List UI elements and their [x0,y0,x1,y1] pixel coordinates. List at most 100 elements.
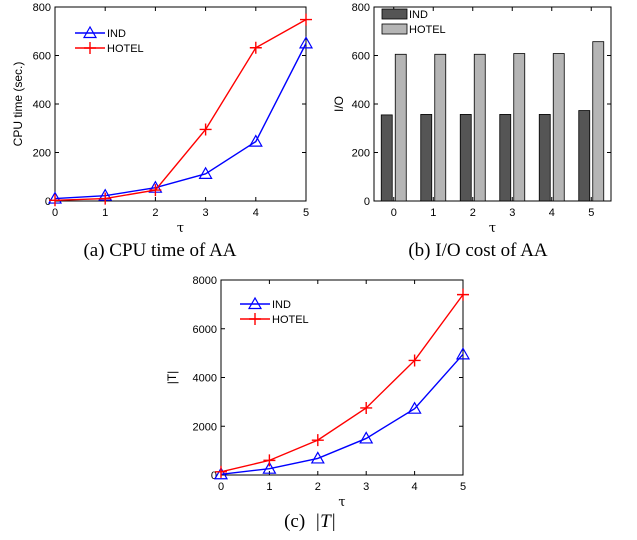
y-tick-label-a: 600 [33,51,51,63]
x-tick-label-b: 3 [509,207,515,219]
y-tick-label-b: 600 [352,51,370,63]
x-tick-label-a: 5 [303,207,309,219]
chart-io-cost: 0 200 400 600 800 I/O τ 0 1 2 3 4 5 IND HOTEL [332,2,612,236]
data-point-hotel-c [215,465,227,478]
y-tick-label-a: 0 [45,196,51,208]
x-tick-label-b: 5 [588,207,594,219]
y-tick-label-c: 6000 [193,324,217,336]
bar-hotel-b [552,53,565,202]
data-point-ind-c [455,347,471,360]
y-tick-label-b: 200 [352,148,370,160]
bar-ind-b [459,114,472,202]
plot-frame-b [373,6,612,202]
x-tick-label-b: 1 [430,207,436,219]
y-tick-label-c: 2000 [193,421,217,433]
bar-ind-b [420,114,433,202]
data-point-hotel-c [457,288,469,301]
caption-chart-b: (b) I/O cost of AA [408,240,548,261]
y-tick-label-a: 800 [33,2,51,14]
series-line-hotel-a [54,18,307,201]
bar-hotel-b [473,53,486,202]
data-point-hotel-c [263,454,276,467]
data-point-hotel-a [99,192,112,205]
legend-swatch-hotel-b [381,23,408,35]
y-tick-label-c: 8000 [193,275,217,287]
legend-marker-hotel-a [84,42,96,54]
x-tick-label-c: 3 [363,481,369,493]
data-point-ind-c [213,467,229,480]
y-tick-label-b: 0 [364,196,370,208]
data-point-hotel-c [311,434,324,447]
caption-chart-a: (a) CPU time of AA [83,240,236,261]
series-line-ind-c [220,353,464,475]
x-tick-label-b: 2 [470,207,476,219]
x-tick-label-a: 2 [152,207,158,219]
y-tick-label-a: 200 [33,148,51,160]
x-tick-label-c: 2 [315,481,321,493]
y-tick-label-c: 0 [211,470,217,482]
legend-label-hotel-b: HOTEL [409,24,446,36]
legend-swatch-ind-b [381,8,408,20]
bar-ind-b [538,114,551,202]
bar-hotel-b [592,41,605,202]
x-axis-label-a: τ [177,221,184,236]
x-axis-label-c: τ [338,495,345,510]
data-point-ind-c [310,451,325,464]
data-point-hotel-a [300,13,312,26]
bar-hotel-b [394,53,407,202]
plot-frame-a [54,6,307,202]
plot-frame-c [220,279,464,476]
bar-ind-b [578,110,591,202]
caption-chart-c-prefix: (c) [284,511,305,532]
legend-marker-ind-a [82,25,98,39]
data-point-hotel-a [249,41,262,54]
x-tick-label-c: 4 [412,481,418,493]
legend-marker-hotel-c [249,313,261,325]
chart-cpu-time: 0 200 400 600 800 CPU time (sec.) τ 0 1 2 3 4 5 IND HO… [11,2,314,236]
bar-hotel-b [434,53,447,202]
data-point-hotel-c [408,354,421,367]
chart-t-size: 0 2000 4000 6000 8000 |T| τ 0 1 2 3 4 5 IND HOTEL [165,275,471,510]
legend-label-hotel-c: HOTEL [272,314,309,326]
legend-label-ind-b: IND [409,9,428,21]
data-point-ind-c [359,431,374,444]
x-tick-label-b: 4 [549,207,555,219]
data-point-ind-a [198,166,213,179]
series-line-hotel-c [220,294,464,473]
x-tick-label-a: 3 [203,207,209,219]
y-axis-label-b: I/O [332,96,346,112]
x-tick-label-a: 1 [102,207,108,219]
legend-label-hotel-a: HOTEL [107,43,144,55]
y-axis-label-c: |T| [165,371,179,385]
x-tick-label-a: 4 [253,207,259,219]
y-axis-label-a: CPU time (sec.) [11,62,25,147]
legend-label-ind-a: IND [107,28,126,40]
y-tick-label-c: 4000 [193,373,217,385]
x-axis-label-b: τ [489,221,496,236]
bar-ind-b [380,114,393,202]
data-point-ind-a [298,36,314,49]
x-tick-label-c: 0 [218,481,224,493]
x-tick-label-c: 5 [460,481,466,493]
x-tick-label-c: 1 [266,481,272,493]
caption-chart-c: (c) |T| [284,511,336,532]
y-tick-label-b: 800 [352,2,370,14]
bar-hotel-b [513,53,526,202]
data-point-hotel-a [149,184,162,197]
legend-label-ind-c: IND [272,299,291,311]
data-point-hotel-c [360,401,373,414]
y-tick-label-a: 400 [33,99,51,111]
caption-chart-c-math: |T| [315,511,336,532]
bar-ind-b [499,114,512,202]
series-line-ind-a [54,43,307,200]
data-point-ind-a [248,134,263,147]
data-point-hotel-a [49,194,61,207]
data-point-hotel-a [199,123,212,136]
x-tick-label-b: 0 [391,207,397,219]
data-point-ind-c [262,461,277,474]
y-tick-label-b: 400 [352,99,370,111]
x-tick-label-a: 0 [52,207,58,219]
data-point-ind-c [407,401,422,414]
legend-marker-ind-c [247,296,263,310]
